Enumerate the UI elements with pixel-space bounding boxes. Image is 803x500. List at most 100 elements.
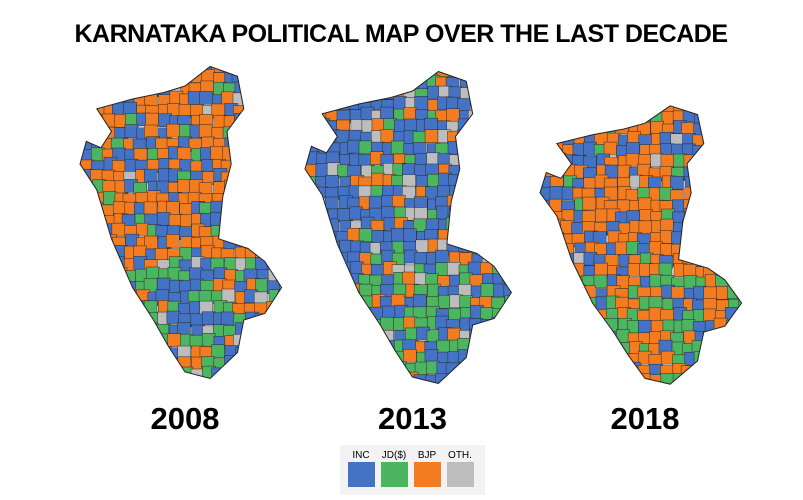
constituency: [157, 380, 170, 393]
constituency: [135, 346, 149, 361]
constituency: [103, 299, 117, 314]
constituency: [458, 384, 471, 397]
constituency: [627, 375, 641, 385]
constituency: [268, 365, 282, 379]
constituency: [166, 234, 180, 248]
constituency: [278, 257, 282, 272]
constituency: [725, 208, 739, 222]
constituency: [435, 249, 449, 264]
constituency: [703, 255, 717, 269]
constituency: [469, 383, 484, 384]
constituency: [738, 164, 742, 178]
constituency: [158, 356, 172, 370]
constituency: [80, 312, 92, 326]
constituency: [692, 156, 706, 171]
constituency: [515, 199, 528, 212]
constituency: [264, 191, 279, 205]
constituency: [574, 364, 589, 379]
constituency: [89, 66, 104, 75]
constituency: [470, 197, 484, 211]
constituency: [468, 372, 482, 384]
constituency: [582, 343, 597, 358]
constituency: [166, 123, 181, 138]
constituency: [481, 164, 496, 178]
constituency: [715, 210, 730, 224]
constituency: [111, 334, 126, 348]
constituency: [684, 242, 699, 257]
constituency: [694, 388, 707, 401]
constituency: [100, 322, 114, 337]
constituency: [157, 277, 171, 292]
year-label: 2008: [151, 401, 220, 436]
constituency: [101, 291, 115, 306]
constituency: [289, 215, 302, 228]
constituency: [426, 384, 439, 397]
constituency: [243, 323, 258, 337]
constituency: [460, 71, 474, 79]
constituency: [81, 334, 96, 348]
constituency: [325, 327, 339, 341]
constituency: [132, 367, 147, 379]
constituency: [276, 134, 282, 149]
constituency: [458, 227, 473, 242]
constituency: [242, 71, 257, 85]
constituency: [112, 378, 126, 379]
constituency: [540, 229, 553, 244]
constituency: [101, 66, 115, 75]
constituency: [446, 262, 461, 276]
constituency: [414, 207, 428, 221]
constituency: [339, 76, 353, 91]
constituency: [223, 214, 237, 228]
constituency: [492, 209, 506, 223]
constituency: [347, 139, 361, 154]
constituency: [336, 295, 350, 309]
constituency: [133, 358, 147, 372]
constituency: [222, 204, 237, 219]
constituency: [235, 357, 250, 372]
constituency: [502, 129, 512, 144]
constituency: [305, 339, 318, 353]
constituency: [448, 373, 462, 384]
constituency: [582, 330, 597, 344]
constituency: [583, 320, 598, 334]
constituency: [233, 178, 248, 193]
legend-label: JD($): [382, 450, 406, 461]
constituency: [254, 170, 268, 184]
constituency: [305, 294, 318, 309]
constituency: [695, 363, 710, 378]
constituency: [80, 83, 94, 97]
constituency: [705, 220, 719, 235]
constituency: [560, 329, 575, 344]
constituency: [254, 102, 269, 117]
constituency: [201, 333, 216, 347]
constituency: [305, 95, 320, 110]
constituency: [112, 347, 126, 361]
constituency: [404, 118, 418, 133]
constituency: [314, 76, 328, 90]
constituency: [481, 85, 496, 99]
constituency: [514, 383, 527, 396]
constituency: [146, 344, 160, 358]
constituency: [513, 360, 526, 373]
constituency: [480, 283, 495, 298]
constituency: [315, 96, 329, 110]
constituency: [604, 186, 618, 201]
constituency: [481, 109, 495, 123]
constituency: [246, 215, 261, 229]
constituency: [749, 156, 762, 169]
constituency: [231, 66, 246, 73]
constituency: [80, 269, 93, 283]
constituency: [99, 246, 114, 260]
constituency: [190, 380, 203, 393]
constituency: [572, 298, 586, 312]
constituency: [265, 336, 280, 351]
constituency: [626, 388, 639, 401]
constituency: [504, 217, 512, 232]
constituency: [268, 134, 282, 149]
constituency: [717, 331, 732, 346]
constituency: [738, 373, 742, 385]
constituency: [575, 387, 588, 400]
constituency: [726, 143, 740, 158]
constituency: [503, 71, 512, 80]
constituency: [102, 279, 116, 293]
